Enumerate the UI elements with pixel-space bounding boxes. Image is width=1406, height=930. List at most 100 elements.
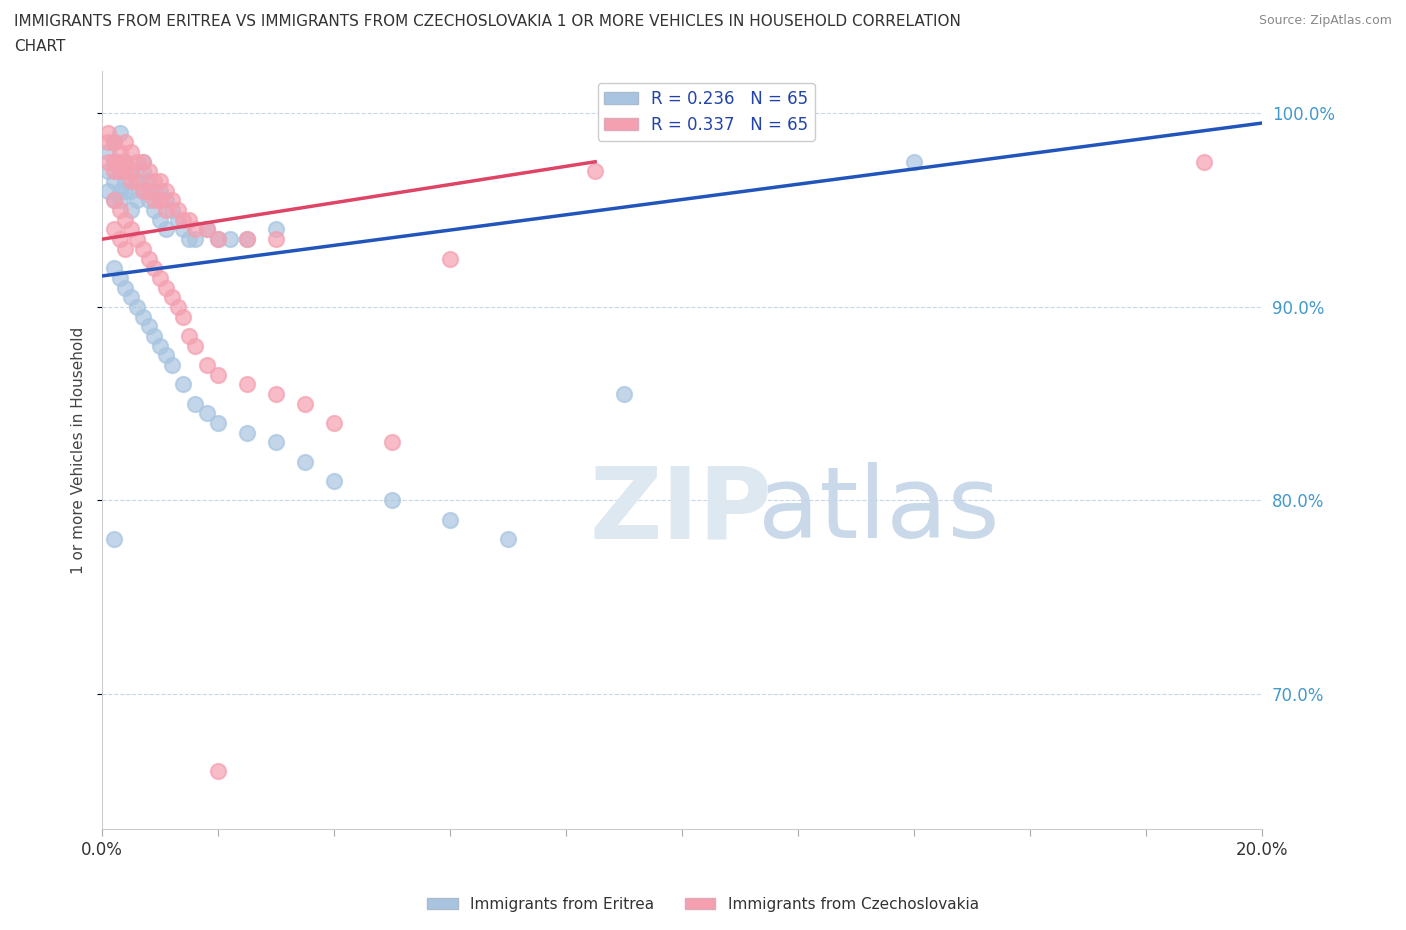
- Point: [179, 212, 201, 227]
- Point: [108, 126, 131, 140]
- Point: [114, 212, 136, 227]
- Point: [114, 164, 136, 179]
- Point: [132, 309, 155, 324]
- Point: [179, 328, 201, 343]
- Point: [125, 154, 148, 169]
- Point: [195, 222, 218, 237]
- Point: [103, 260, 125, 275]
- Text: Source: ZipAtlas.com: Source: ZipAtlas.com: [1258, 14, 1392, 27]
- Point: [103, 135, 125, 150]
- Point: [160, 357, 183, 372]
- Point: [143, 183, 166, 198]
- Point: [108, 271, 131, 286]
- Point: [103, 174, 125, 189]
- Point: [97, 154, 120, 169]
- Point: [207, 764, 229, 778]
- Point: [114, 154, 136, 169]
- Point: [903, 154, 925, 169]
- Point: [132, 154, 155, 169]
- Point: [264, 222, 287, 237]
- Point: [125, 174, 148, 189]
- Point: [155, 203, 177, 218]
- Point: [236, 377, 259, 392]
- Point: [160, 193, 183, 208]
- Point: [184, 396, 207, 411]
- Point: [97, 135, 120, 150]
- Point: [184, 339, 207, 353]
- Point: [143, 193, 166, 208]
- Point: [236, 232, 259, 246]
- Point: [149, 212, 172, 227]
- Point: [166, 299, 188, 314]
- Point: [120, 203, 142, 218]
- Point: [120, 164, 142, 179]
- Point: [172, 377, 194, 392]
- Point: [103, 193, 125, 208]
- Point: [108, 183, 131, 198]
- Point: [125, 232, 148, 246]
- Point: [149, 271, 172, 286]
- Point: [207, 232, 229, 246]
- Point: [120, 145, 142, 160]
- Y-axis label: 1 or more Vehicles in Household: 1 or more Vehicles in Household: [72, 326, 86, 574]
- Point: [264, 232, 287, 246]
- Point: [138, 319, 160, 334]
- Point: [114, 135, 136, 150]
- Point: [166, 203, 188, 218]
- Point: [103, 222, 125, 237]
- Point: [103, 135, 125, 150]
- Point: [120, 174, 142, 189]
- Point: [381, 493, 404, 508]
- Point: [294, 454, 316, 469]
- Point: [138, 183, 160, 198]
- Point: [207, 416, 229, 431]
- Point: [143, 328, 166, 343]
- Point: [166, 212, 188, 227]
- Point: [439, 251, 461, 266]
- Text: CHART: CHART: [14, 39, 66, 54]
- Text: ZIP: ZIP: [589, 462, 772, 559]
- Point: [132, 183, 155, 198]
- Point: [114, 183, 136, 198]
- Text: IMMIGRANTS FROM ERITREA VS IMMIGRANTS FROM CZECHOSLOVAKIA 1 OR MORE VEHICLES IN : IMMIGRANTS FROM ERITREA VS IMMIGRANTS FR…: [14, 14, 960, 29]
- Point: [149, 174, 172, 189]
- Point: [1192, 154, 1215, 169]
- Point: [132, 242, 155, 257]
- Point: [160, 290, 183, 305]
- Point: [195, 405, 218, 420]
- Point: [108, 232, 131, 246]
- Point: [108, 203, 131, 218]
- Point: [103, 532, 125, 547]
- Point: [120, 290, 142, 305]
- Point: [132, 164, 155, 179]
- Point: [195, 222, 218, 237]
- Point: [125, 299, 148, 314]
- Point: [323, 473, 346, 488]
- Point: [97, 126, 120, 140]
- Point: [496, 532, 519, 547]
- Point: [179, 232, 201, 246]
- Point: [149, 183, 172, 198]
- Point: [155, 280, 177, 295]
- Point: [236, 232, 259, 246]
- Point: [132, 183, 155, 198]
- Point: [138, 193, 160, 208]
- Point: [381, 435, 404, 450]
- Point: [323, 416, 346, 431]
- Point: [143, 260, 166, 275]
- Point: [172, 222, 194, 237]
- Point: [264, 435, 287, 450]
- Point: [108, 164, 131, 179]
- Point: [149, 193, 172, 208]
- Point: [583, 164, 606, 179]
- Point: [103, 193, 125, 208]
- Point: [120, 164, 142, 179]
- Point: [103, 154, 125, 169]
- Point: [125, 193, 148, 208]
- Legend: R = 0.236   N = 65, R = 0.337   N = 65: R = 0.236 N = 65, R = 0.337 N = 65: [598, 83, 815, 140]
- Point: [160, 203, 183, 218]
- Point: [613, 387, 636, 402]
- Point: [207, 367, 229, 382]
- Point: [207, 232, 229, 246]
- Point: [143, 203, 166, 218]
